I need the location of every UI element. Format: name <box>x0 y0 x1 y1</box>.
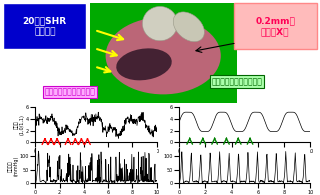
Text: 20週齢SHR
肥大心臓: 20週齢SHR 肥大心臓 <box>23 17 67 36</box>
Bar <box>234 3 317 49</box>
Text: タンパクの不規則な挙動: タンパクの不規則な挙動 <box>45 88 96 97</box>
Bar <box>90 3 237 103</box>
Text: 0.2mm径
放射光X線: 0.2mm径 放射光X線 <box>255 17 295 36</box>
Text: タンパクの周期的な挙動: タンパクの周期的な挙動 <box>212 77 262 86</box>
Y-axis label: 強度比
(1,0/1,1): 強度比 (1,0/1,1) <box>14 114 24 135</box>
Bar <box>3 3 86 49</box>
Ellipse shape <box>173 12 204 42</box>
Ellipse shape <box>116 48 172 80</box>
Ellipse shape <box>142 6 178 41</box>
Y-axis label: 左心室圧
(mmHg): 左心室圧 (mmHg) <box>7 156 18 176</box>
Ellipse shape <box>106 17 221 94</box>
